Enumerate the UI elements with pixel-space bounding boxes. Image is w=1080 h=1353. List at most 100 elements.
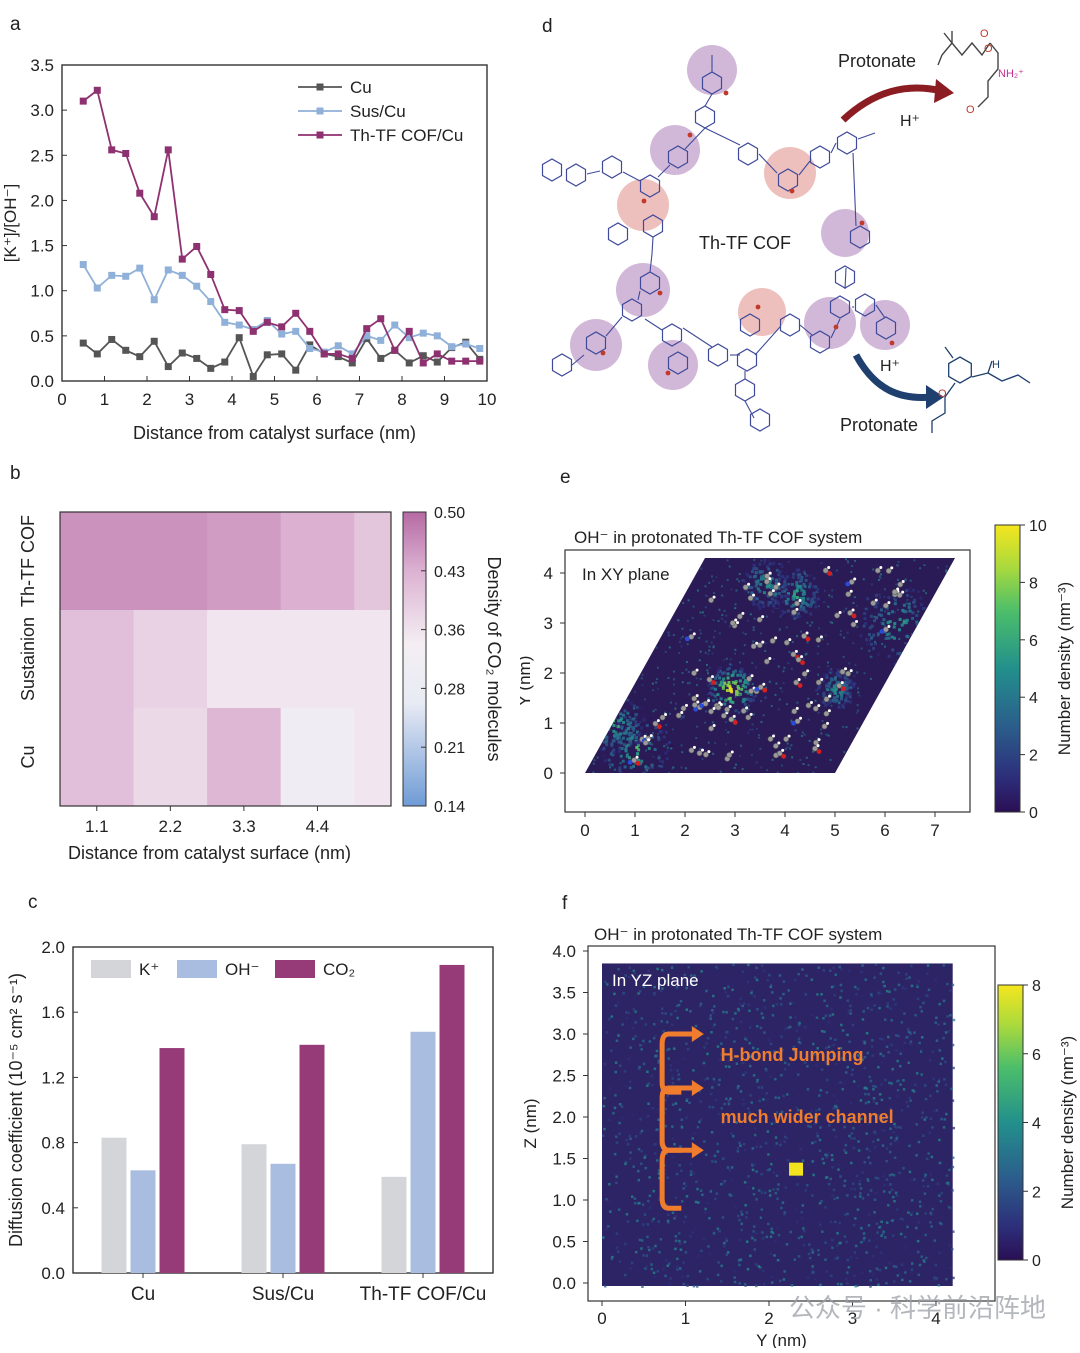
hydrogen-atom (819, 635, 823, 639)
data-point (292, 327, 300, 335)
density-pixel (618, 746, 622, 750)
cof-atom (736, 613, 743, 620)
density-pixel (756, 587, 760, 591)
density-pixel (739, 1020, 743, 1024)
density-pixel (664, 1012, 667, 1015)
density-pixel (795, 1106, 798, 1109)
product-oxygen: O (938, 388, 947, 400)
density-pixel (748, 1064, 752, 1068)
density-pixel (761, 1231, 764, 1234)
y-tick-label: 1.5 (552, 1150, 576, 1169)
density-pixel (679, 1145, 682, 1148)
density-pixel (771, 758, 774, 761)
density-pixel (889, 1127, 892, 1130)
density-pixel (735, 1121, 738, 1124)
density-pixel (634, 1135, 638, 1138)
density-pixel (866, 597, 870, 601)
density-pixel (618, 1121, 621, 1125)
heatmap-cell (207, 512, 282, 611)
heatmap-cell (280, 610, 355, 709)
density-pixel (862, 1232, 866, 1235)
density-pixel (619, 754, 623, 758)
density-pixel (636, 723, 640, 727)
density-pixel (812, 1249, 815, 1252)
density-pixel (843, 1082, 846, 1086)
cof-atom (729, 620, 736, 626)
density-pixel (816, 737, 819, 740)
density-pixel (631, 1026, 635, 1030)
density-pixel (612, 724, 616, 728)
density-pixel (713, 1023, 716, 1027)
density-pixel (768, 562, 772, 566)
density-pixel (753, 1133, 757, 1137)
cof-atom (773, 584, 779, 590)
density-pixel (808, 1111, 812, 1115)
density-pixel (887, 596, 891, 600)
density-pixel (682, 1057, 685, 1061)
density-pixel (746, 691, 750, 695)
y-tick-label: 3.5 (552, 984, 576, 1003)
nitrogen-atom (627, 759, 633, 765)
density-pixel (832, 985, 836, 988)
density-pixel (713, 694, 717, 698)
density-pixel (647, 1102, 650, 1105)
hydrogen-atom (730, 750, 734, 754)
data-point (405, 359, 413, 367)
density-pixel (839, 629, 842, 632)
density-pixel (937, 566, 940, 569)
density-pixel (638, 1065, 641, 1069)
density-pixel (728, 1193, 732, 1196)
density-pixel (944, 1031, 948, 1034)
density-pixel (637, 1067, 641, 1071)
density-pixel (681, 681, 684, 684)
density-pixel (752, 698, 756, 702)
data-point (391, 321, 399, 329)
density-pixel (691, 1137, 695, 1140)
density-pixel (625, 753, 629, 757)
density-pixel (637, 731, 641, 735)
density-pixel (721, 1122, 725, 1125)
density-pixel (908, 587, 912, 591)
density-pixel (686, 619, 689, 622)
density-pixel (896, 578, 899, 581)
density-pixel (713, 1094, 717, 1097)
density-pixel (858, 1056, 861, 1059)
density-pixel (881, 1061, 884, 1064)
density-pixel (875, 616, 879, 620)
benzene-ring (694, 105, 716, 129)
density-pixel (717, 620, 720, 623)
cof-atom (847, 610, 853, 616)
density-pixel (643, 1213, 647, 1216)
density-pixel (784, 1186, 788, 1189)
density-pixel (682, 712, 685, 715)
density-pixel (620, 725, 624, 729)
density-pixel (803, 572, 806, 575)
density-pixel (696, 1187, 699, 1191)
density-pixel (762, 969, 766, 973)
density-pixel (784, 748, 787, 751)
density-pixel (651, 682, 654, 685)
density-pixel (676, 1268, 679, 1271)
density-pixel (619, 712, 623, 716)
density-pixel (891, 1219, 895, 1222)
density-pixel (743, 1181, 747, 1184)
density-pixel (680, 744, 683, 747)
density-pixel (909, 579, 912, 582)
density-pixel (749, 697, 753, 701)
density-pixel (865, 1251, 868, 1254)
density-pixel (836, 668, 840, 672)
density-pixel (858, 1048, 861, 1052)
density-pixel (919, 1205, 922, 1208)
density-pixel (915, 622, 919, 626)
density-pixel (713, 1080, 717, 1084)
density-pixel (685, 767, 688, 770)
density-pixel (633, 1197, 637, 1200)
density-pixel (760, 721, 763, 724)
density-pixel (896, 1088, 900, 1092)
density-pixel (933, 1276, 936, 1280)
density-pixel (758, 570, 762, 574)
density-pixel (824, 1258, 827, 1261)
density-pixel (867, 633, 871, 637)
density-pixel (752, 695, 756, 699)
x-tick-label: 5 (830, 821, 839, 840)
